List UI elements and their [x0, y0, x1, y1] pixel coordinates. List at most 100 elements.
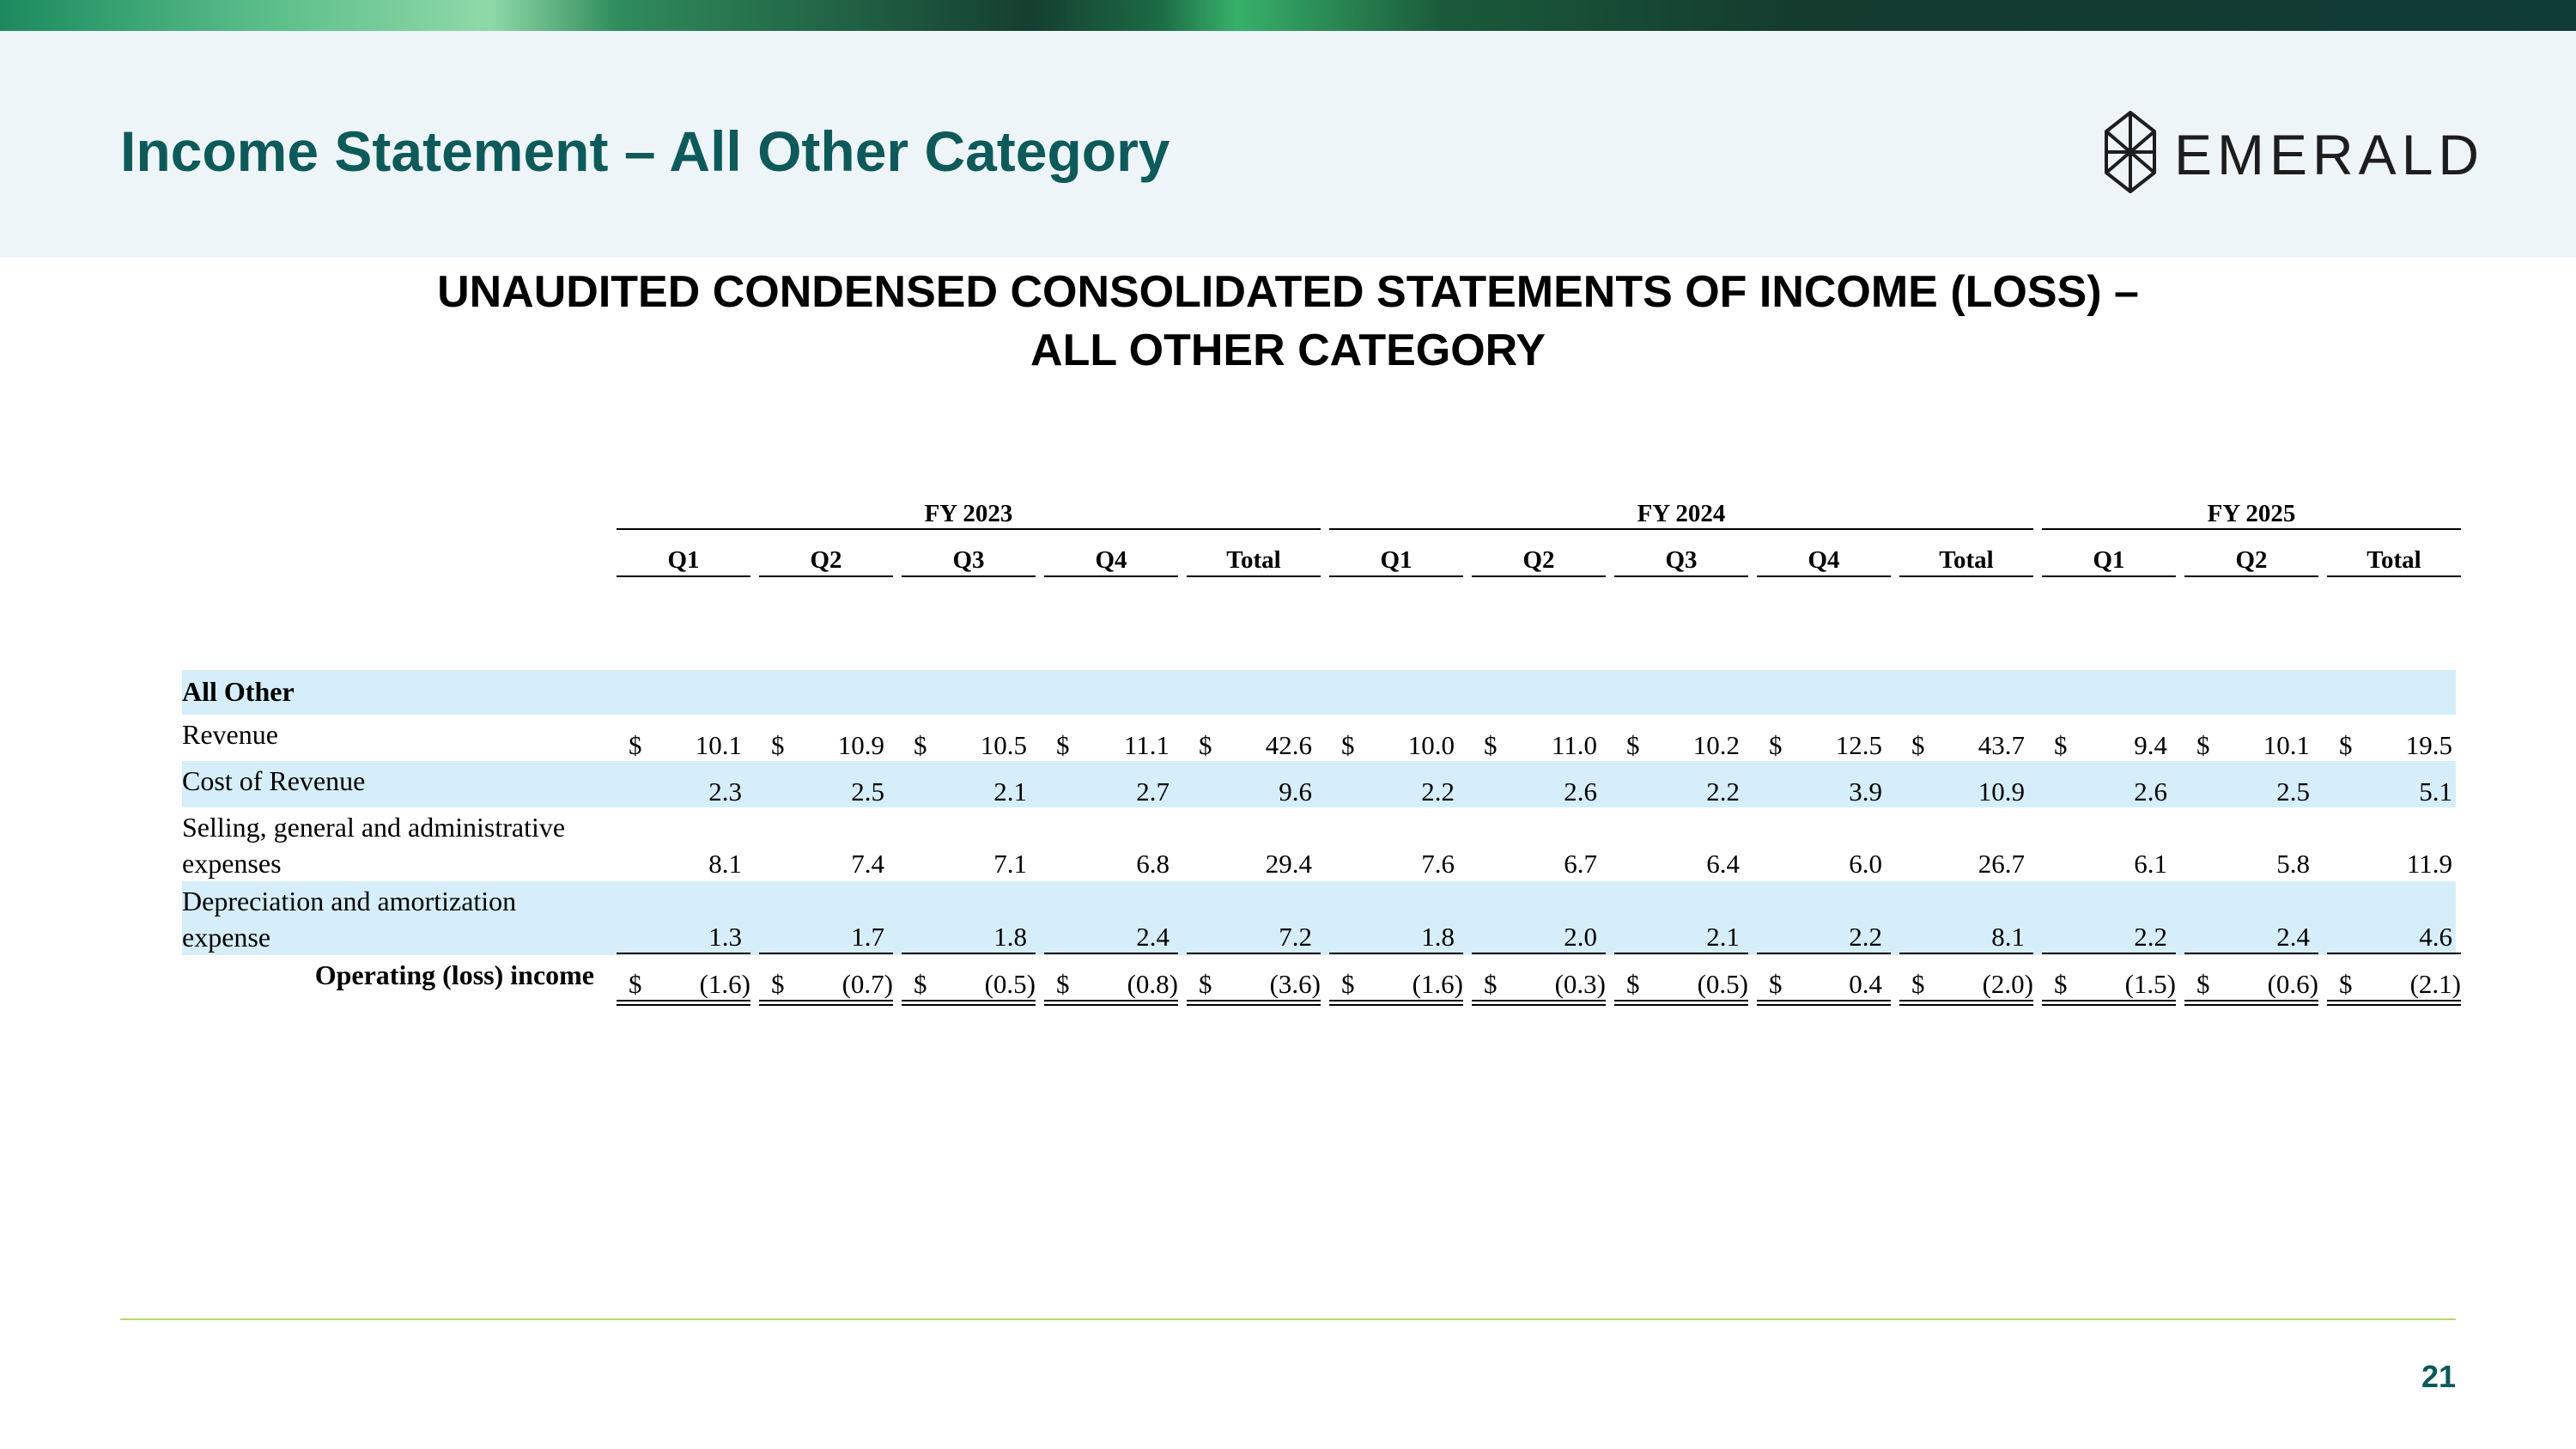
footer-rule	[120, 1318, 2456, 1320]
total-double-rule	[617, 1000, 750, 1006]
subtotal-rule	[1899, 953, 2033, 954]
table-cell: 43.7	[1978, 730, 2025, 760]
table-cell: 8.1	[708, 849, 742, 879]
column-header: Q2	[810, 546, 842, 574]
total-double-rule	[1472, 1000, 1606, 1006]
section-label: All Other	[182, 676, 295, 707]
table-cell: 4.6	[2419, 922, 2452, 952]
total-double-rule	[2184, 1000, 2318, 1006]
currency-symbol: $	[1484, 730, 1498, 760]
currency-symbol: $	[771, 969, 785, 999]
currency-symbol: $	[914, 730, 927, 760]
table-cell: 6.8	[1136, 849, 1170, 879]
currency-symbol: $	[771, 730, 785, 760]
column-header-underline	[617, 575, 750, 577]
statement-title-line1: UNAUDITED CONDENSED CONSOLIDATED STATEME…	[437, 267, 2139, 317]
table-cell: 3.9	[1849, 776, 1882, 807]
table-cell: 2.1	[993, 776, 1027, 807]
table-cell: 10.1	[695, 730, 742, 760]
fiscal-year-underline	[617, 528, 1321, 530]
table-cell: (3.6)	[1269, 969, 1321, 999]
column-header: Q3	[952, 546, 985, 574]
subtotal-rule	[1472, 953, 1606, 954]
table-cell: 2.5	[2276, 776, 2310, 807]
section-row-background	[182, 670, 2456, 715]
table-cell: 7.4	[851, 849, 884, 879]
table-cell: 2.1	[1706, 922, 1740, 952]
row-label-line: Operating (loss) income	[314, 959, 594, 990]
currency-symbol: $	[2196, 730, 2210, 760]
table-cell: 6.0	[1849, 849, 1882, 879]
table-cell: 6.4	[1706, 849, 1740, 879]
table-cell: 2.7	[1136, 776, 1170, 807]
row-label: Revenue	[182, 716, 278, 752]
currency-symbol: $	[1911, 730, 1925, 760]
table-cell: 2.4	[1136, 922, 1170, 952]
table-cell: 2.4	[2276, 922, 2310, 952]
subtotal-rule	[2327, 953, 2461, 954]
currency-symbol: $	[1911, 969, 1925, 999]
table-cell: 2.0	[1564, 922, 1597, 952]
table-cell: 2.2	[1849, 922, 1882, 952]
table-cell: 10.9	[837, 730, 884, 760]
emerald-gem-icon	[2105, 111, 2156, 193]
table-cell: 0.4	[1849, 969, 1882, 999]
total-double-rule	[1899, 1000, 2033, 1006]
table-cell: 7.6	[1421, 849, 1455, 879]
row-label: Depreciation and amortization expense	[182, 883, 516, 955]
fiscal-year-underline	[2042, 528, 2461, 530]
column-header-underline	[2042, 575, 2176, 577]
table-cell: (0.7)	[841, 969, 893, 999]
table-cell: 2.5	[851, 776, 884, 807]
column-header-underline	[1899, 575, 2033, 577]
table-cell: 5.8	[2276, 849, 2310, 879]
currency-symbol: $	[1199, 969, 1212, 999]
table-cell: 10.1	[2263, 730, 2310, 760]
row-label: Selling, general and administrative expen…	[182, 809, 565, 881]
row-label-line: expense	[182, 922, 271, 953]
fiscal-year-underline	[1329, 528, 2033, 530]
subtotal-rule	[1187, 953, 1321, 954]
column-header-underline	[2184, 575, 2318, 577]
table-cell: 2.2	[1706, 776, 1740, 807]
table-cell: 9.4	[2134, 730, 2167, 760]
table-cell: (0.8)	[1127, 969, 1178, 999]
table-row-background	[182, 881, 2456, 955]
table-cell: 1.8	[1421, 922, 1455, 952]
subtotal-rule	[1044, 953, 1178, 954]
currency-symbol: $	[1056, 730, 1070, 760]
total-double-rule	[2042, 1000, 2176, 1006]
column-header: Total	[2366, 546, 2421, 574]
table-cell: 12.5	[1835, 730, 1882, 760]
subtotal-rule	[1757, 953, 1891, 954]
table-cell: 2.3	[708, 776, 742, 807]
table-cell: (1.6)	[1412, 969, 1463, 999]
table-cell: 11.0	[1551, 730, 1597, 760]
currency-symbol: $	[1769, 969, 1783, 999]
currency-symbol: $	[629, 969, 642, 999]
column-header-underline	[1472, 575, 1606, 577]
column-header: Total	[1939, 546, 1994, 574]
total-double-rule	[1757, 1000, 1891, 1006]
table-cell: 6.7	[1564, 849, 1597, 879]
statement-title: UNAUDITED CONDENSED CONSOLIDATED STATEME…	[0, 263, 2576, 380]
table-cell: 8.1	[1991, 922, 2025, 952]
subtotal-rule	[2184, 953, 2318, 954]
column-header: Q1	[667, 546, 700, 574]
column-header-underline	[1187, 575, 1321, 577]
table-cell: 10.2	[1692, 730, 1740, 760]
table-cell: 1.7	[851, 922, 884, 952]
table-cell: 2.2	[2134, 922, 2167, 952]
header-band	[0, 31, 2576, 258]
fiscal-year-header: FY 2025	[2207, 500, 2296, 527]
column-header-underline	[1757, 575, 1891, 577]
table-cell: 6.1	[2134, 849, 2167, 879]
subtotal-rule	[1614, 953, 1748, 954]
currency-symbol: $	[1199, 730, 1212, 760]
row-label-line: Cost of Revenue	[182, 765, 366, 796]
total-double-rule	[902, 1000, 1036, 1006]
page-title: Income Statement – All Other Category	[120, 119, 1170, 183]
subtotal-rule	[2042, 953, 2176, 954]
currency-symbol: $	[2054, 730, 2068, 760]
